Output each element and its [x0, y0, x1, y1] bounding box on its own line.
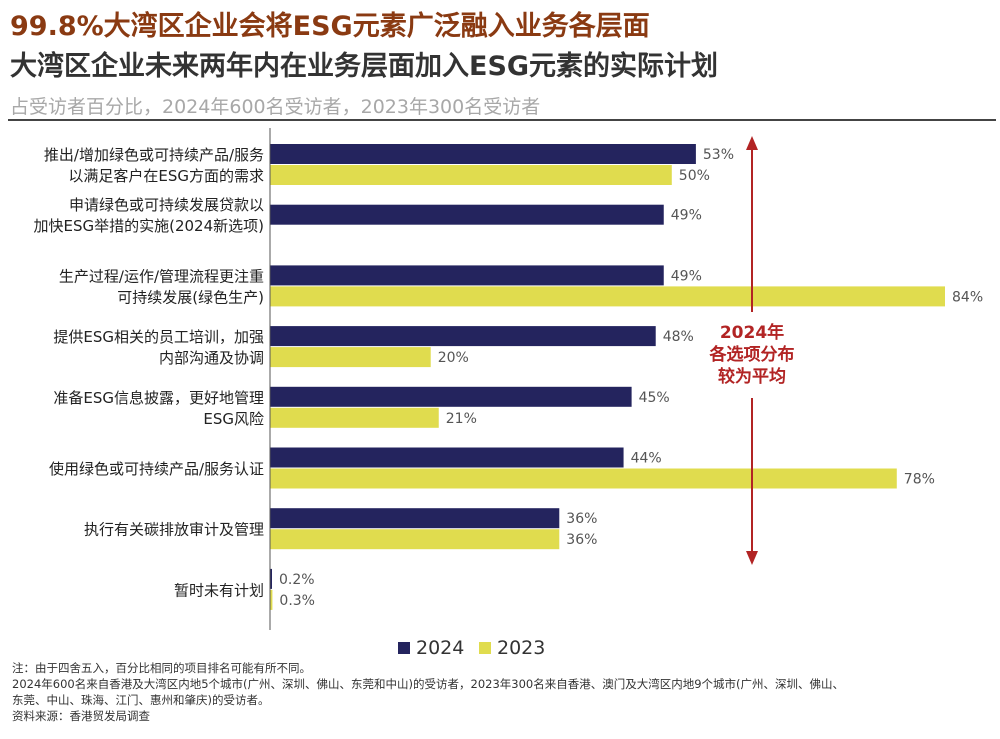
category-label: 准备ESG信息披露，更好地管理 — [53, 389, 264, 407]
category-label: 推出/增加绿色或可持续产品/服务 — [44, 146, 264, 164]
annotation-text: 各选项分布 — [709, 344, 795, 365]
data-label-2023: 84% — [952, 289, 983, 305]
data-label-2023: 20% — [438, 350, 469, 366]
bar-2024 — [270, 265, 664, 286]
data-label-2023: 36% — [566, 532, 597, 548]
bar-2023 — [270, 589, 273, 610]
legend-swatch-2023 — [479, 642, 491, 654]
header-divider — [8, 119, 996, 121]
category-label: 可持续发展(绿色生产) — [117, 288, 264, 306]
bar-2024 — [270, 447, 624, 468]
category-label: 执行有关碳排放审计及管理 — [84, 521, 264, 539]
annotation-text: 2024年 — [720, 322, 784, 343]
data-label-2024: 49% — [671, 208, 702, 224]
category-label: 申请绿色或可持续发展贷款以 — [69, 196, 264, 214]
bar-2023 — [270, 347, 431, 368]
data-label-2023: 0.3% — [279, 593, 315, 609]
bar-2023 — [270, 529, 560, 550]
annotation-arrowhead-down — [746, 551, 758, 565]
data-label-2024: 49% — [671, 268, 702, 284]
data-label-2024: 45% — [639, 390, 670, 406]
footnote-rounding: 注：由于四舍五入，百分比相同的项目排名可能有所不同。 — [12, 661, 311, 675]
category-label: 提供ESG相关的员工培训，加强 — [53, 328, 264, 346]
bar-2024 — [270, 568, 272, 589]
footnote-sample-1: 2024年600名来自香港及大湾区内地5个城市(广州、深圳、佛山、东莞和中山)的… — [12, 677, 845, 691]
category-label: 暂时未有计划 — [174, 581, 264, 599]
data-label-2024: 48% — [663, 329, 694, 345]
footnotes: 注：由于四舍五入，百分比相同的项目排名可能有所不同。 2024年600名来自香港… — [12, 660, 997, 724]
annotation-arrowhead-up — [746, 136, 758, 150]
data-label-2024: 0.2% — [279, 572, 315, 588]
legend-label-2023: 2023 — [497, 637, 545, 659]
data-label-2023: 50% — [679, 168, 710, 184]
annotation-text: 较为平均 — [718, 366, 786, 387]
data-label-2023: 78% — [904, 472, 935, 488]
category-label: 内部沟通及协调 — [159, 349, 264, 367]
category-label: ESG风险 — [203, 410, 264, 428]
chart-caption: 占受访者百分比，2024年600名受访者，2023年300名受访者 — [10, 96, 541, 118]
data-label-2024: 44% — [631, 451, 662, 467]
chart-subtitle: 大湾区企业未来两年内在业务层面加入ESG元素的实际计划 — [10, 51, 719, 82]
legend-label-2024: 2024 — [416, 637, 464, 659]
data-label-2024: 53% — [703, 147, 734, 163]
bar-2023 — [270, 407, 439, 428]
bar-2024 — [270, 204, 664, 225]
category-label: 生产过程/运作/管理流程更注重 — [59, 267, 264, 285]
bar-2024 — [270, 144, 696, 164]
chart-title: 99.8%大湾区企业会将ESG元素广泛融入业务各层面 — [10, 11, 650, 42]
category-label: 以满足客户在ESG方面的需求 — [68, 167, 264, 185]
data-label-2024: 36% — [566, 511, 597, 527]
bar-2024 — [270, 326, 656, 347]
category-label: 使用绿色或可持续产品/服务认证 — [49, 460, 264, 478]
bar-2023 — [270, 468, 897, 489]
legend-swatch-2024 — [398, 642, 410, 654]
data-label-2023: 21% — [446, 411, 477, 427]
bar-2024 — [270, 386, 632, 407]
bar-2024 — [270, 508, 560, 529]
footnote-source: 资料来源：香港贸发局调查 — [12, 709, 150, 723]
footnote-sample-2: 东莞、中山、珠海、江门、惠州和肇庆)的受访者。 — [12, 693, 270, 707]
category-label: 加快ESG举措的实施(2024新选项) — [33, 217, 264, 235]
bar-2023 — [270, 165, 672, 185]
bar-2023 — [270, 286, 945, 307]
